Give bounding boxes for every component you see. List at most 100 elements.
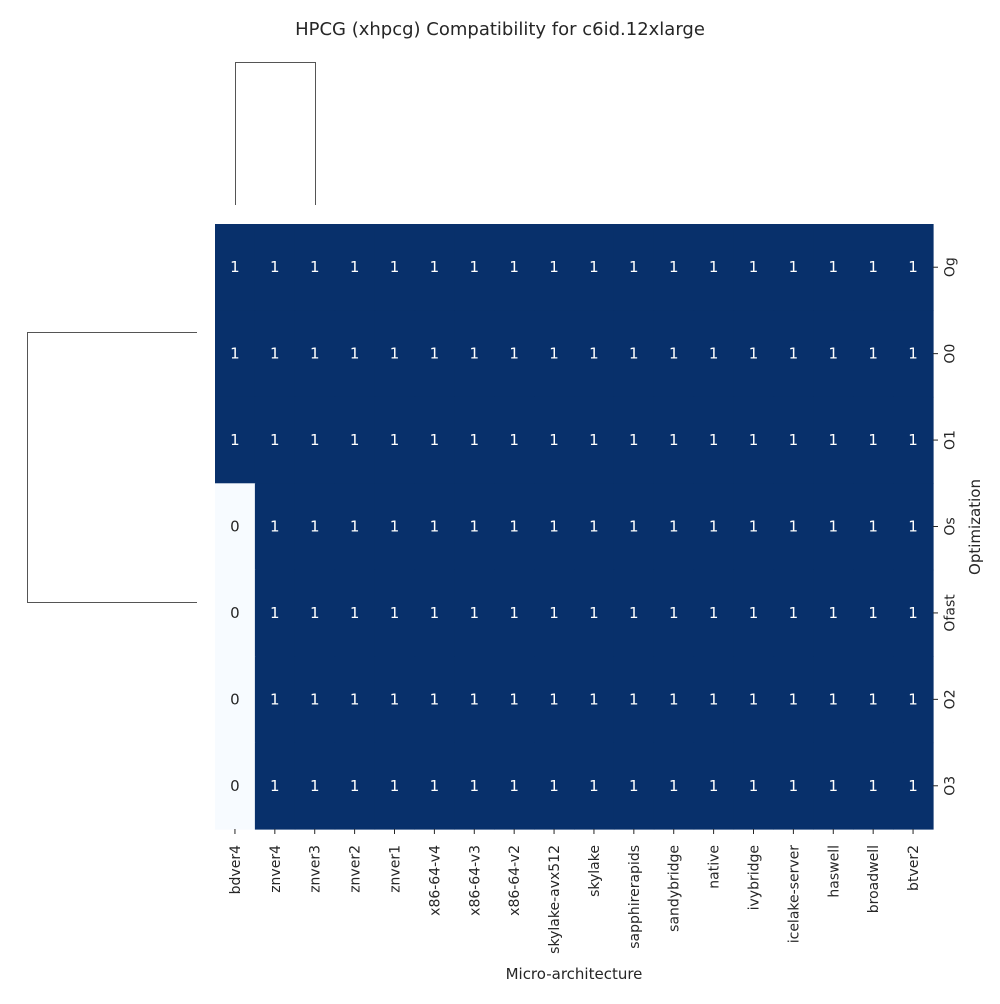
heatmap-cell	[414, 483, 455, 571]
heatmap-cell	[574, 742, 615, 830]
heatmap-cell	[494, 656, 535, 744]
heatmap-cell	[334, 742, 376, 830]
heatmap-cell	[215, 656, 256, 744]
heatmap-cell	[534, 224, 575, 312]
heatmap-cell	[853, 396, 894, 484]
heatmap-cell	[294, 483, 336, 571]
heatmap-cell	[893, 310, 934, 398]
heatmap-cell	[693, 742, 735, 830]
cell-value-label: 1	[868, 431, 878, 449]
x-tick-label: x86-64-v2	[507, 845, 523, 916]
heatmap-cell	[334, 483, 376, 571]
cell-value-label: 1	[509, 258, 519, 276]
cell-value-label: 1	[749, 518, 759, 536]
heatmap-cell	[574, 656, 615, 744]
cell-value-label: 1	[350, 690, 360, 708]
cell-value-label: 1	[270, 690, 280, 708]
cell-value-label: 1	[390, 777, 400, 795]
cell-value-label: 1	[470, 777, 480, 795]
heatmap-cell	[613, 656, 655, 744]
heatmap-cell	[454, 569, 495, 657]
cell-value-label: 1	[829, 604, 839, 622]
heatmap-cell	[215, 396, 256, 484]
cell-value-label: 1	[549, 777, 559, 795]
cell-value-label: 1	[789, 345, 799, 363]
heatmap-cell	[653, 310, 695, 398]
cell-value-label: 1	[390, 258, 400, 276]
heatmap-cell	[215, 224, 256, 312]
heatmap-cell	[574, 396, 615, 484]
heatmap-cell	[813, 742, 854, 830]
cell-value-label: 1	[430, 690, 440, 708]
heatmap-cell	[534, 396, 575, 484]
heatmap-cell	[494, 569, 535, 657]
cell-value-label: 1	[310, 258, 320, 276]
x-tick-label: sapphirerapids	[627, 845, 643, 949]
cell-value-label: 1	[829, 431, 839, 449]
cell-value-label: 1	[868, 777, 878, 795]
heatmap-cell	[653, 483, 695, 571]
heatmap-cell	[693, 569, 735, 657]
cell-value-label: 1	[230, 431, 240, 449]
cell-value-label: 1	[749, 604, 759, 622]
heatmap-cell	[733, 310, 775, 398]
cell-value-label: 1	[509, 518, 519, 536]
cell-value-label: 1	[908, 518, 918, 536]
cell-value-label: 1	[669, 431, 679, 449]
cell-value-label: 1	[310, 690, 320, 708]
cell-value-label: 1	[749, 258, 759, 276]
cell-value-label: 1	[789, 258, 799, 276]
cell-value-label: 1	[350, 258, 360, 276]
y-tick-labels: Og O0 O1 Os Ofast O2 O3	[933, 257, 959, 796]
cell-value-label: 1	[629, 777, 639, 795]
heatmap-cell	[773, 656, 814, 744]
y-tick-label: Ofast	[943, 594, 959, 632]
cell-value-label: 1	[390, 604, 400, 622]
cell-value-label: 1	[749, 431, 759, 449]
col-dendrogram-link	[235, 62, 316, 205]
heatmap-cell	[534, 656, 575, 744]
heatmap-cell	[893, 483, 934, 571]
cell-value-label: 0	[230, 777, 240, 795]
heatmap-cell	[294, 224, 336, 312]
cell-value-label: 1	[470, 345, 480, 363]
cell-value-label: 0	[230, 690, 240, 708]
cell-value-label: 1	[908, 690, 918, 708]
cell-value-label: 1	[430, 604, 440, 622]
heatmap-cell	[813, 656, 854, 744]
heatmap-cell	[773, 396, 814, 484]
cell-value-label: 1	[310, 431, 320, 449]
cell-value-label: 1	[789, 690, 799, 708]
cell-value-label: 1	[829, 345, 839, 363]
heatmap-cell	[693, 483, 735, 571]
cell-value-label: 1	[709, 604, 719, 622]
heatmap-cell	[414, 656, 455, 744]
cell-value-label: 1	[629, 258, 639, 276]
cell-value-label: 1	[549, 690, 559, 708]
cell-value-label: 1	[709, 690, 719, 708]
cell-value-label: 1	[669, 690, 679, 708]
heatmap-cell	[414, 224, 455, 312]
x-tick-label: haswell	[826, 845, 842, 898]
cell-value-label: 1	[669, 604, 679, 622]
cell-value-label: 1	[350, 431, 360, 449]
heatmap-cell	[853, 656, 894, 744]
heatmap-cell	[613, 310, 655, 398]
cell-value-label: 1	[270, 258, 280, 276]
heatmap-cell	[853, 483, 894, 571]
cell-value-label: 1	[789, 518, 799, 536]
heatmap-cell	[733, 483, 775, 571]
heatmap-cell	[773, 569, 814, 657]
heatmap-cell	[813, 396, 854, 484]
heatmap-cell	[733, 396, 775, 484]
heatmap-cell	[853, 310, 894, 398]
cell-value-label: 1	[589, 258, 599, 276]
heatmap-cell	[454, 224, 495, 312]
cell-value-label: 1	[470, 431, 480, 449]
y-tick-label: Og	[943, 257, 959, 277]
cell-value-label: 1	[589, 518, 599, 536]
heatmap-cell	[534, 742, 575, 830]
heatmap-cell	[494, 396, 535, 484]
heatmap-cell	[574, 569, 615, 657]
heatmap-cell	[254, 656, 296, 744]
